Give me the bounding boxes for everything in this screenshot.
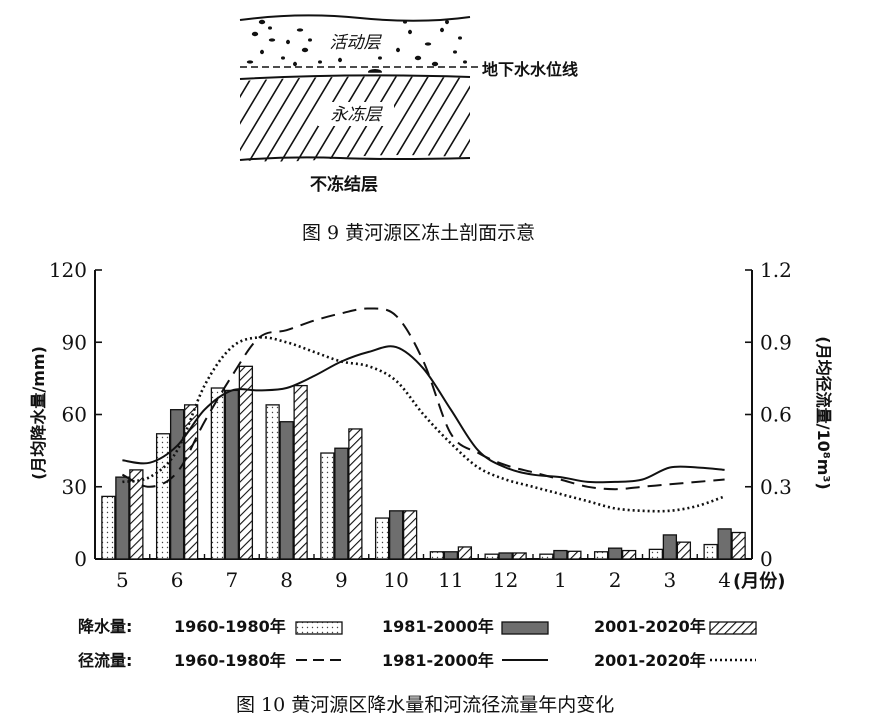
bar-dotted-8 (265, 404, 280, 560)
legend-swatch-dotted (295, 621, 343, 635)
legend-bar-1960-1980: 1960-1980年 (174, 617, 286, 636)
y-right-tick-label: 0.3 (760, 475, 792, 499)
bar-dotted-2 (593, 551, 609, 560)
bar-hatched-2 (621, 549, 637, 560)
bar-gray-7 (224, 389, 240, 560)
legend-bar-1981-2000: 1981-2000年 (382, 617, 494, 636)
legend-runoff-row-label: 径流量: (78, 651, 132, 670)
legend-precip-row-label: 降水量: (78, 617, 132, 636)
runoff-line-dashed (121, 307, 725, 491)
y-left-tick-label: 30 (62, 475, 87, 499)
permafrost-label: 永冻层 (331, 105, 384, 125)
bar-hatched-10 (402, 510, 418, 560)
x-tick-label: 3 (664, 568, 677, 592)
x-tick-label: 11 (438, 568, 463, 592)
bar-gray-11 (443, 551, 459, 560)
y-left-axis-label: (月均降水量/mm) (29, 346, 48, 480)
legend-line-2001-2020: 2001-2020年 (594, 651, 706, 670)
bar-gray-3 (662, 534, 678, 560)
x-tick-label: 4 (718, 568, 731, 592)
permafrost-top-line (239, 74, 471, 80)
y-right-tick-label: 0.6 (760, 403, 792, 427)
legend-line-1981-2000: 1981-2000年 (382, 651, 494, 670)
y-left-tick-label: 90 (62, 330, 87, 354)
x-tick-label: 6 (171, 568, 184, 592)
bar-dotted-12 (484, 553, 499, 560)
legend-swatch-gray (501, 621, 549, 635)
active-layer-label: 活动层 (330, 33, 383, 53)
bar-gray-5 (115, 476, 130, 560)
bar-hatched-4 (731, 531, 746, 560)
bar-hatched-9 (348, 428, 363, 560)
permafrost-profile-diagram: 永冻层 活动层 地下水水位线 不冻结层 (239, 14, 578, 195)
bar-hatched-12 (512, 552, 527, 560)
bar-dotted-6 (155, 433, 171, 560)
bar-dotted-4 (703, 543, 718, 560)
x-tick-label: 5 (116, 568, 129, 592)
bar-dotted-3 (648, 548, 664, 560)
legend-line-1960-1980: 1960-1980年 (174, 651, 286, 670)
runoff-line-solid (122, 345, 725, 484)
bar-hatched-1 (567, 550, 582, 560)
y-right-axis-label: (月均径流量/10⁸m³) (814, 336, 833, 489)
unfrozen-layer-label: 不冻结层 (310, 174, 378, 195)
bar-dotted-9 (320, 452, 335, 560)
permafrost-hatching (240, 76, 470, 162)
bar-hatched-3 (676, 541, 692, 560)
bar-gray-8 (279, 421, 294, 560)
bar-gray-6 (169, 409, 185, 560)
bar-hatched-8 (293, 384, 308, 560)
bar-dotted-5 (101, 495, 116, 560)
x-tick-label: 12 (493, 568, 518, 592)
x-tick-label: 7 (226, 568, 239, 592)
x-tick-label: 2 (609, 568, 622, 592)
bar-hatched-5 (129, 469, 144, 560)
bar-dotted-1 (539, 553, 554, 560)
x-tick-label: 9 (335, 568, 348, 592)
y-right-tick-label: 1.2 (760, 258, 792, 282)
bar-gray-9 (334, 447, 349, 560)
bar-hatched-11 (457, 546, 473, 560)
active-layer-top-line (239, 14, 471, 22)
bar-dotted-11 (429, 551, 445, 560)
bar-gray-12 (498, 552, 513, 560)
x-tick-label: 10 (383, 568, 408, 592)
bar-dotted-10 (374, 517, 390, 560)
y-right-tick-label: 0.9 (760, 330, 792, 354)
active-layer-gravel (246, 19, 467, 75)
x-tick-label: 1 (554, 568, 567, 592)
legend-swatch-hatched (709, 621, 757, 635)
x-axis-unit-label: (月份) (733, 570, 785, 592)
figure10-caption: 图 10 黄河源区降水量和河流径流量年内变化 (236, 694, 615, 716)
y-right-tick-label: 0 (760, 547, 773, 571)
bar-gray-4 (717, 528, 732, 560)
y-left-tick-label: 0 (74, 547, 87, 571)
water-table-label: 地下水水位线 (482, 60, 578, 79)
y-left-tick-label: 60 (62, 403, 87, 427)
x-tick-label: 8 (280, 568, 293, 592)
bar-dotted-7 (210, 387, 226, 560)
bar-gray-10 (388, 510, 404, 560)
bar-gray-1 (553, 549, 568, 560)
bar-hatched-7 (238, 365, 254, 560)
chart-legend: 降水量: 径流量: 1960-1980年 1981-2000年 2001-202… (78, 617, 757, 670)
permafrost-bottom-line (239, 156, 471, 161)
legend-bar-2001-2020: 2001-2020年 (594, 617, 706, 636)
y-left-tick-label: 120 (49, 258, 87, 282)
figure9-caption: 图 9 黄河源区冻土剖面示意 (302, 222, 536, 244)
bar-gray-2 (607, 547, 623, 560)
